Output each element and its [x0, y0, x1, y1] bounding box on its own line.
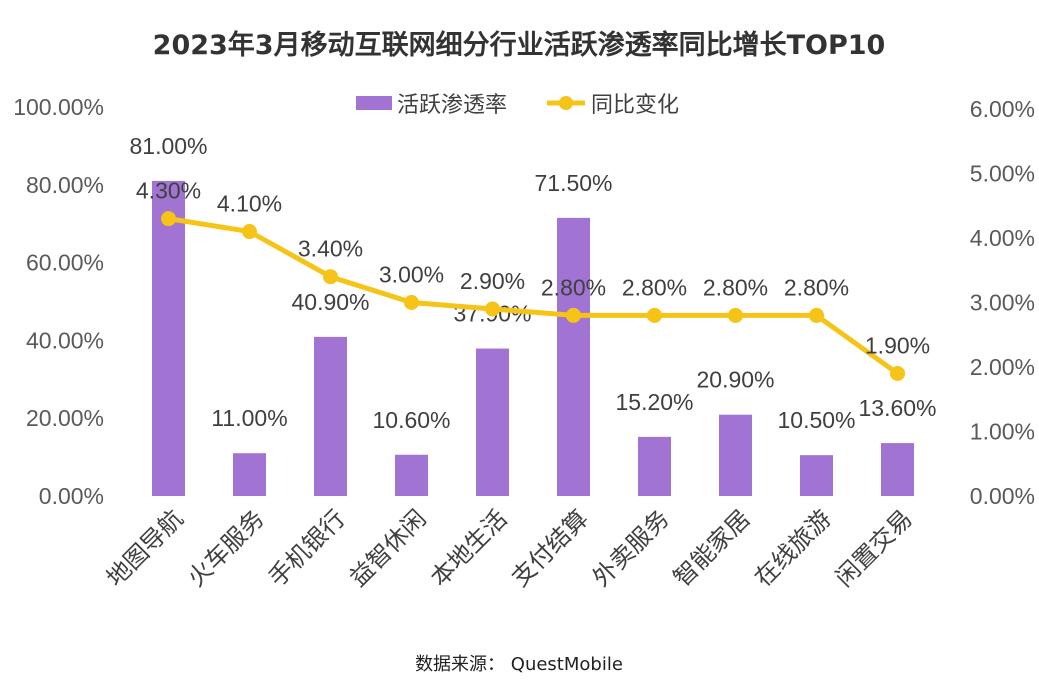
bar: [152, 180, 185, 496]
bar: [233, 453, 266, 496]
line-data-label: 4.10%: [217, 191, 282, 217]
y-left-tick-label: 20.00%: [26, 405, 104, 431]
y-left-tick-label: 40.00%: [26, 327, 104, 353]
x-category-label: 支付结算: [506, 504, 594, 592]
bar: [881, 443, 914, 496]
legend-line-marker: [559, 96, 573, 110]
line-point: [323, 269, 338, 285]
line-point: [809, 307, 824, 323]
bar-data-label: 40.90%: [291, 289, 369, 315]
legend-bar-label: 活跃渗透率: [397, 93, 507, 118]
line-point: [485, 301, 500, 317]
chart-legend: 活跃渗透率 同比变化: [356, 93, 679, 118]
bar-data-label: 10.60%: [372, 407, 450, 433]
bar: [395, 454, 428, 496]
bar: [800, 455, 833, 496]
bar-data-label: 10.50%: [777, 407, 855, 433]
y-left-tick-label: 100.00%: [13, 94, 104, 120]
line-data-label: 4.30%: [136, 178, 201, 204]
bar-data-label: 81.00%: [129, 133, 207, 159]
x-category-label: 火车服务: [182, 504, 270, 592]
y-right-tick-label: 5.00%: [970, 161, 1035, 187]
bar-series: [152, 180, 914, 497]
x-category-label: 本地生活: [425, 504, 513, 592]
y-right-tick-label: 3.00%: [970, 290, 1035, 316]
bar: [314, 336, 347, 496]
line-point: [161, 211, 176, 227]
line-series: [161, 211, 905, 381]
y-left-tick-label: 80.00%: [26, 172, 104, 198]
line-point: [728, 307, 743, 323]
bar-data-label: 15.20%: [615, 389, 693, 415]
x-category-label: 益智休闲: [344, 504, 432, 592]
bar-data-label: 13.60%: [858, 395, 936, 421]
y-left-tick-label: 60.00%: [26, 250, 104, 276]
line-data-label: 2.80%: [541, 274, 606, 300]
y-axis-left: 0.00% 20.00% 40.00% 60.00% 80.00% 100.00%: [13, 94, 104, 509]
line-point: [890, 365, 905, 381]
line-data-label: 2.80%: [622, 274, 687, 300]
bar-data-labels: 81.00%11.00%40.90%10.60%37.90%71.50%15.2…: [129, 133, 936, 433]
x-category-label: 在线旅游: [749, 504, 837, 592]
source-note: 数据来源： QuestMobile: [415, 654, 623, 675]
y-right-tick-label: 0.00%: [970, 483, 1035, 509]
bar-data-label: 71.50%: [534, 170, 612, 196]
bar-data-label: 11.00%: [211, 405, 287, 431]
y-right-tick-label: 2.00%: [970, 354, 1035, 380]
line-data-labels: 4.30% 4.10% 3.40% 3.00% 2.90% 2.80% 2.80% 2.80%…: [136, 178, 930, 359]
y-right-tick-label: 6.00%: [970, 96, 1035, 122]
bar: [557, 217, 590, 497]
bar: [476, 348, 509, 496]
y-right-tick-label: 4.00%: [970, 225, 1035, 251]
y-right-tick-label: 1.00%: [970, 419, 1035, 445]
chart-title: 2023年3月移动互联网细分行业活跃渗透率同比增长TOP10: [153, 29, 886, 61]
x-category-label: 闲置交易: [830, 504, 918, 592]
line-point: [647, 307, 662, 323]
y-axis-right: 0.00% 1.00% 2.00% 3.00% 4.00% 5.00% 6.00%: [970, 96, 1035, 509]
line-data-label: 3.00%: [379, 262, 444, 288]
x-category-label: 智能家居: [668, 504, 756, 592]
bar: [719, 414, 752, 496]
line-path: [166, 216, 900, 376]
line-data-label: 1.90%: [865, 332, 930, 358]
x-category-label: 外卖服务: [587, 504, 675, 592]
bar-data-label: 20.90%: [696, 367, 774, 393]
legend-bar-swatch: [356, 96, 392, 110]
y-left-tick-label: 0.00%: [39, 483, 104, 509]
line-point: [404, 295, 419, 310]
line-point: [566, 307, 581, 323]
line-point: [242, 224, 257, 240]
bar: [638, 436, 671, 496]
x-category-label: 手机银行: [263, 504, 351, 592]
line-data-label: 2.90%: [460, 268, 525, 294]
line-data-label: 3.40%: [298, 236, 363, 262]
x-category-label: 地图导航: [101, 504, 189, 592]
line-data-label: 2.80%: [784, 274, 849, 300]
legend-line-label: 同比变化: [591, 93, 679, 118]
line-data-label: 2.80%: [703, 274, 768, 300]
